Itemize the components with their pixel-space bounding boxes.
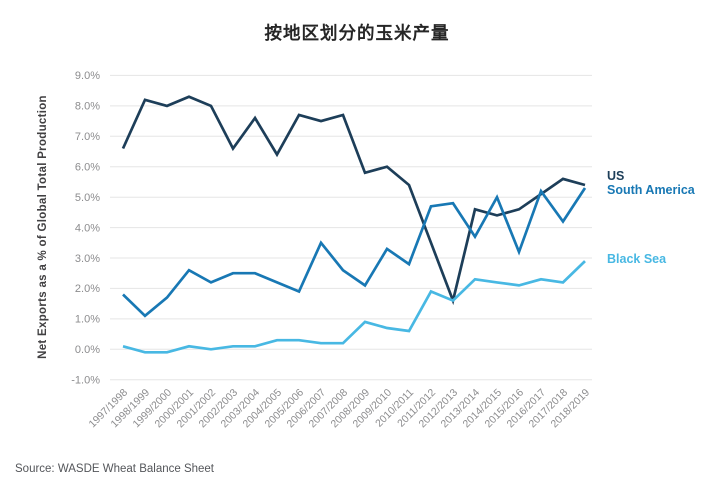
y-tick-label: 7.0%: [75, 131, 100, 143]
y-tick-label: 4.0%: [75, 222, 100, 234]
y-tick-label: 1.0%: [75, 314, 100, 326]
series-line-south-america: [122, 187, 587, 318]
series-line-black-sea: [122, 260, 586, 354]
y-tick-label: 5.0%: [75, 192, 100, 204]
y-tick-label: 9.0%: [75, 70, 100, 82]
series-line-us: [121, 95, 586, 306]
y-tick-label: 0.0%: [75, 344, 100, 356]
y-tick-label: 8.0%: [75, 101, 100, 113]
series-label-us: US: [607, 169, 624, 183]
series-label-black-sea: Black Sea: [607, 252, 667, 266]
y-tick-label: 3.0%: [75, 253, 100, 265]
y-tick-label: -1.0%: [71, 375, 100, 387]
chart-title: 按地区划分的玉米产量: [265, 23, 450, 43]
source-note: Source: WASDE Wheat Balance Sheet: [15, 463, 215, 475]
plot-area: 9.0% 8.0% 7.0% 6.0% 5.0% 4.0% 3.0% 2.0% 1.0% 0.0%…: [71, 70, 696, 430]
series-label-south-america: South America: [607, 183, 696, 197]
y-tick-label: 2.0%: [75, 283, 100, 295]
y-tick-label: 6.0%: [75, 162, 100, 174]
y-axis-title: Net Exports as a % of Global Total Produ…: [37, 95, 49, 359]
